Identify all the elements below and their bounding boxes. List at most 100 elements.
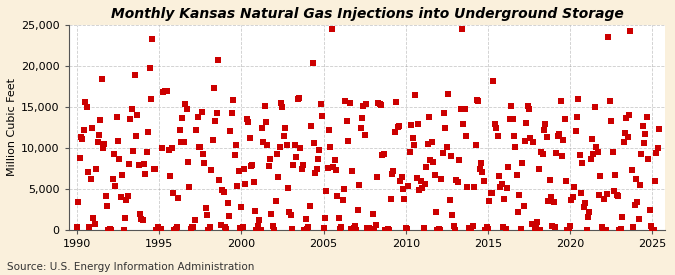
Point <box>370 223 381 227</box>
Point <box>569 184 580 189</box>
Point <box>132 113 142 117</box>
Point <box>85 177 96 181</box>
Point <box>415 179 426 183</box>
Point <box>321 189 331 193</box>
Point <box>376 103 387 107</box>
Point <box>217 188 227 192</box>
Point <box>379 152 389 156</box>
Point <box>425 158 436 162</box>
Point <box>291 155 302 159</box>
Point <box>254 218 265 222</box>
Point <box>630 177 641 181</box>
Point <box>319 216 330 220</box>
Point <box>306 124 317 128</box>
Point <box>556 154 567 158</box>
Point <box>516 227 526 231</box>
Point <box>634 182 645 187</box>
Point <box>167 191 178 195</box>
Point <box>617 214 628 219</box>
Point <box>489 122 500 126</box>
Point <box>504 117 515 121</box>
Point <box>452 180 463 184</box>
Point <box>412 122 423 126</box>
Point <box>182 160 193 164</box>
Point <box>339 187 350 191</box>
Point <box>526 221 537 226</box>
Point <box>138 162 149 166</box>
Point <box>554 132 564 136</box>
Point <box>346 227 356 231</box>
Point <box>600 228 611 232</box>
Point <box>202 213 213 217</box>
Point <box>555 99 566 104</box>
Point <box>358 104 369 108</box>
Point <box>463 226 474 230</box>
Point <box>384 228 395 232</box>
Point <box>356 116 367 120</box>
Point <box>232 184 242 189</box>
Point <box>548 200 559 204</box>
Point <box>211 111 222 115</box>
Point <box>88 216 99 220</box>
Point <box>460 134 471 138</box>
Point <box>359 133 370 137</box>
Point <box>273 175 284 179</box>
Point <box>458 122 468 127</box>
Point <box>493 174 504 178</box>
Point <box>440 125 451 130</box>
Point <box>185 227 196 231</box>
Point <box>196 110 207 114</box>
Point <box>403 183 414 188</box>
Point <box>303 225 314 229</box>
Point <box>81 104 92 109</box>
Point <box>435 228 446 232</box>
Point <box>331 167 342 172</box>
Point <box>364 227 375 231</box>
Point <box>647 228 657 232</box>
Point <box>166 146 177 150</box>
Point <box>315 102 326 106</box>
Point <box>86 126 97 130</box>
Point <box>347 169 358 173</box>
Point <box>244 136 255 140</box>
Point <box>247 163 258 167</box>
Point <box>414 188 425 192</box>
Point <box>436 177 447 181</box>
Point <box>517 160 528 165</box>
Point <box>437 150 448 155</box>
Point <box>327 27 338 31</box>
Point <box>117 173 128 177</box>
Point <box>294 95 304 100</box>
Point <box>497 225 508 230</box>
Point <box>310 171 321 175</box>
Point <box>521 121 532 125</box>
Point <box>447 213 458 218</box>
Point <box>394 124 404 128</box>
Point <box>543 199 554 203</box>
Point <box>287 227 298 231</box>
Point <box>628 225 639 229</box>
Point <box>106 228 117 232</box>
Point <box>424 115 435 120</box>
Point <box>354 183 364 188</box>
Point <box>121 197 132 202</box>
Point <box>541 134 552 139</box>
Point <box>637 124 648 129</box>
Point <box>355 126 366 131</box>
Point <box>221 227 232 232</box>
Point <box>488 79 499 83</box>
Point <box>369 228 379 232</box>
Point <box>102 204 113 208</box>
Point <box>381 228 392 232</box>
Point <box>140 172 151 177</box>
Point <box>267 224 278 228</box>
Point <box>94 133 105 137</box>
Point <box>423 142 433 146</box>
Text: Source: U.S. Energy Information Administration: Source: U.S. Energy Information Administ… <box>7 262 254 272</box>
Point <box>473 99 484 103</box>
Point <box>277 104 288 109</box>
Point <box>90 167 101 171</box>
Point <box>234 169 244 173</box>
Point <box>73 199 84 204</box>
Point <box>558 137 568 142</box>
